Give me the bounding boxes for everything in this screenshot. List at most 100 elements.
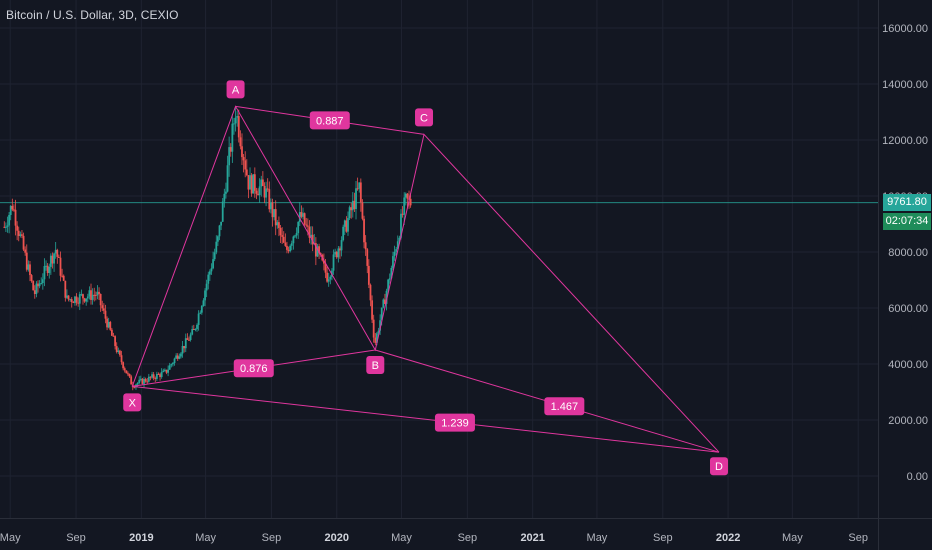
candle — [316, 243, 319, 257]
svg-text:X: X — [129, 397, 137, 409]
candle — [287, 246, 290, 254]
candle — [200, 304, 203, 315]
candle — [210, 263, 213, 275]
pattern-point-b[interactable]: B — [366, 356, 385, 374]
harmonic-pattern[interactable]: X A B C D 0.887 0.876 1.467 1.239 — [123, 80, 728, 476]
candle — [281, 227, 284, 244]
candle — [233, 117, 235, 135]
candle — [329, 275, 332, 285]
candle — [144, 377, 147, 383]
ratio-label-1-239[interactable]: 1.239 — [434, 413, 475, 432]
svg-text:0.887: 0.887 — [316, 115, 344, 127]
candle — [78, 291, 81, 311]
last-price-label: 9761.80 — [883, 194, 931, 211]
candle — [279, 225, 282, 243]
candle — [27, 260, 30, 272]
candle — [45, 260, 47, 271]
candle — [11, 198, 14, 212]
candle — [9, 205, 12, 221]
candle — [125, 370, 128, 374]
candle — [278, 216, 280, 237]
candle — [401, 206, 404, 218]
candle — [196, 323, 198, 332]
x-tick-label: Sep — [66, 532, 86, 544]
candle — [175, 353, 178, 360]
candle — [314, 237, 317, 266]
ratio-label-0-876[interactable]: 0.876 — [233, 359, 274, 378]
candle — [67, 295, 70, 302]
candle — [208, 269, 211, 281]
candle — [162, 368, 165, 373]
candle — [51, 252, 54, 269]
candle — [363, 215, 365, 249]
candle — [273, 209, 276, 221]
candle — [107, 317, 110, 329]
candle — [192, 324, 195, 331]
candle — [310, 226, 312, 245]
candle — [361, 199, 364, 221]
candle — [392, 251, 394, 270]
candle — [183, 345, 186, 353]
candle — [237, 109, 240, 143]
candle — [180, 351, 182, 359]
candle — [343, 219, 346, 236]
pattern-legs[interactable] — [131, 105, 720, 453]
candle — [61, 268, 64, 278]
candle — [141, 377, 144, 385]
svg-text:1.467: 1.467 — [551, 401, 579, 413]
pattern-point-c[interactable]: C — [415, 108, 434, 127]
candle — [6, 216, 9, 233]
candle — [197, 310, 200, 331]
y-tick-label: 2000.00 — [888, 415, 928, 427]
pattern-point-x[interactable]: X — [123, 393, 142, 412]
pattern-point-d[interactable]: D — [709, 457, 728, 476]
x-tick-label: May — [391, 532, 412, 544]
x-tick-label: Sep — [653, 532, 673, 544]
pattern-ratio-line-xd[interactable] — [132, 385, 720, 453]
y-tick-label: 6000.00 — [888, 303, 928, 315]
candle — [350, 202, 353, 219]
candle — [369, 283, 372, 307]
candle — [245, 159, 248, 177]
candle — [110, 327, 113, 336]
candle — [101, 300, 104, 312]
candle — [22, 232, 25, 251]
y-tick-label: 14000.00 — [882, 79, 928, 91]
candle — [123, 366, 126, 373]
candle — [337, 245, 340, 263]
ratio-label-0-887[interactable]: 0.887 — [309, 111, 350, 130]
ratio-label-1-467[interactable]: 1.467 — [544, 397, 585, 416]
candle — [286, 241, 288, 254]
candle — [77, 297, 80, 307]
candle — [184, 333, 187, 353]
candle — [188, 336, 190, 341]
y-tick-label: 12000.00 — [882, 135, 928, 147]
candle — [165, 369, 168, 375]
candle — [115, 342, 118, 354]
candle — [178, 353, 181, 360]
candle — [221, 198, 224, 223]
candle — [225, 182, 227, 199]
grid — [0, 0, 878, 518]
candle — [90, 283, 92, 305]
pattern-point-a[interactable]: A — [226, 80, 245, 99]
candle — [204, 288, 206, 307]
candle — [157, 372, 160, 375]
x-tick-label: Sep — [262, 532, 282, 544]
candle — [393, 245, 396, 261]
candle — [371, 295, 373, 324]
candle — [130, 374, 133, 385]
candles — [3, 106, 412, 391]
candle — [396, 235, 399, 251]
candle — [80, 289, 83, 297]
svg-text:B: B — [372, 360, 379, 372]
candle — [3, 221, 6, 229]
candle — [339, 246, 341, 259]
candle — [355, 180, 357, 220]
candle — [404, 192, 407, 206]
candle — [33, 285, 36, 299]
candle — [366, 248, 369, 274]
